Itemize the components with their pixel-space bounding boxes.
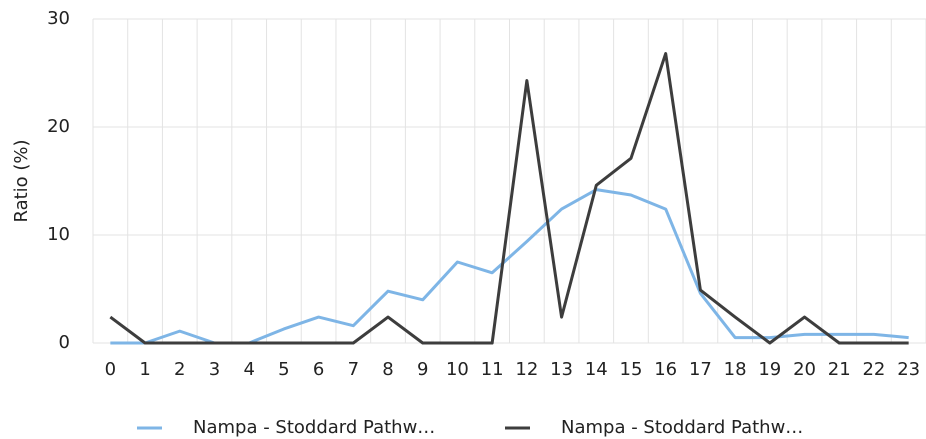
y-tick-label: 10: [47, 224, 70, 245]
x-tick-label: 0: [105, 359, 116, 380]
x-tick-label: 19: [758, 359, 781, 380]
x-tick-label: 21: [828, 359, 851, 380]
y-axis-label: Ratio (%): [11, 139, 32, 222]
legend-label: Nampa - Stoddard Pathw…: [561, 417, 803, 438]
x-tick-label: 22: [862, 359, 885, 380]
y-tick-label: 0: [59, 332, 70, 353]
x-tick-label: 23: [897, 359, 920, 380]
x-tick-label: 5: [278, 359, 289, 380]
x-tick-label: 15: [620, 359, 643, 380]
x-tick-label: 14: [585, 359, 608, 380]
x-tick-label: 11: [481, 359, 504, 380]
series-line: [109, 52, 909, 345]
x-tick-label: 9: [417, 359, 428, 380]
y-tick-label: 30: [47, 8, 70, 29]
y-tick-label: 20: [47, 116, 70, 137]
x-tick-label: 13: [550, 359, 573, 380]
x-tick-label: 2: [174, 359, 185, 380]
x-tick-label: 18: [724, 359, 747, 380]
x-tick-label: 3: [209, 359, 220, 380]
x-tick-label: 7: [348, 359, 359, 380]
x-tick-label: 20: [793, 359, 816, 380]
x-tick-label: 8: [382, 359, 393, 380]
x-tick-label: 12: [515, 359, 538, 380]
x-tick-label: 16: [654, 359, 677, 380]
x-tick-label: 1: [139, 359, 150, 380]
x-tick-label: 10: [446, 359, 469, 380]
x-tick-label: 17: [689, 359, 712, 380]
legend-label: Nampa - Stoddard Pathw…: [193, 417, 435, 438]
x-tick-label: 6: [313, 359, 324, 380]
x-tick-label: 4: [243, 359, 254, 380]
